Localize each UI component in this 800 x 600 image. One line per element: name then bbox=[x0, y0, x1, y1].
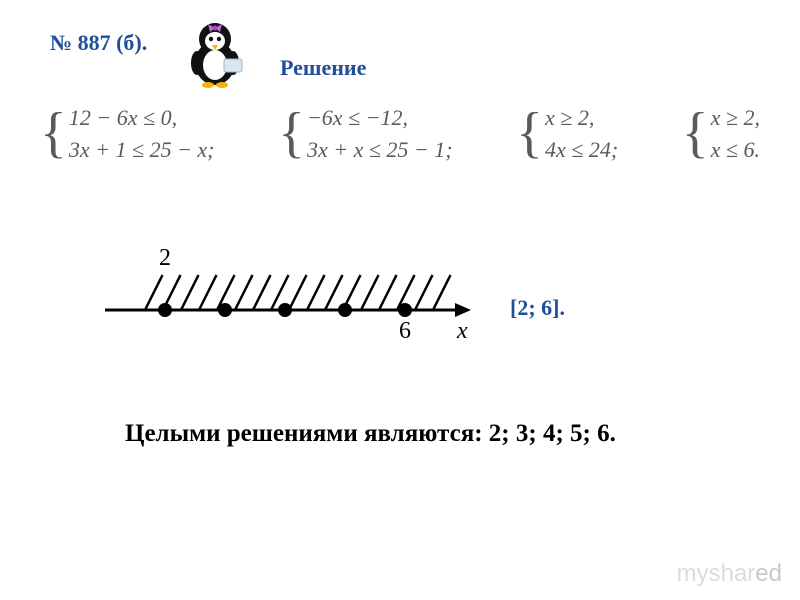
svg-text:2: 2 bbox=[159, 245, 171, 271]
system-line: −6x ≤ −12, bbox=[307, 105, 453, 131]
system-3: { x ≥ 2, 4x ≤ 24; bbox=[516, 105, 618, 163]
svg-text:x: x bbox=[456, 318, 468, 344]
system-1: { 12 − 6x ≤ 0, 3x + 1 ≤ 25 − x; bbox=[40, 105, 215, 163]
brace-icon: { bbox=[278, 105, 305, 163]
integer-solutions: Целыми решениями являются: 2; 3; 4; 5; 6… bbox=[125, 420, 616, 448]
system-line: 3x + 1 ≤ 25 − x; bbox=[69, 137, 215, 163]
systems-row: { 12 − 6x ≤ 0, 3x + 1 ≤ 25 − x; { −6x ≤ … bbox=[40, 105, 760, 163]
watermark-part: myshar bbox=[677, 560, 756, 587]
svg-text:6: 6 bbox=[399, 318, 411, 344]
watermark: myshared bbox=[677, 560, 782, 588]
system-4: { x ≥ 2, x ≤ 6. bbox=[682, 105, 760, 163]
system-line: 3x + x ≤ 25 − 1; bbox=[307, 137, 453, 163]
system-2: { −6x ≤ −12, 3x + x ≤ 25 − 1; bbox=[278, 105, 453, 163]
watermark-part: ed bbox=[755, 560, 782, 587]
solution-label: Решение bbox=[280, 55, 366, 81]
system-line: x ≥ 2, bbox=[711, 105, 760, 131]
number-line-diagram: 2 6 x bbox=[105, 230, 485, 375]
penguin-mascot bbox=[180, 15, 250, 95]
system-line: 4x ≤ 24; bbox=[545, 137, 618, 163]
system-line: x ≤ 6. bbox=[711, 137, 760, 163]
brace-icon: { bbox=[682, 105, 709, 163]
problem-number: № 887 (б). bbox=[50, 30, 147, 56]
system-line: 12 − 6x ≤ 0, bbox=[69, 105, 215, 131]
brace-icon: { bbox=[516, 105, 543, 163]
interval-answer: [2; 6]. bbox=[510, 295, 565, 321]
brace-icon: { bbox=[40, 105, 67, 163]
system-line: x ≥ 2, bbox=[545, 105, 618, 131]
